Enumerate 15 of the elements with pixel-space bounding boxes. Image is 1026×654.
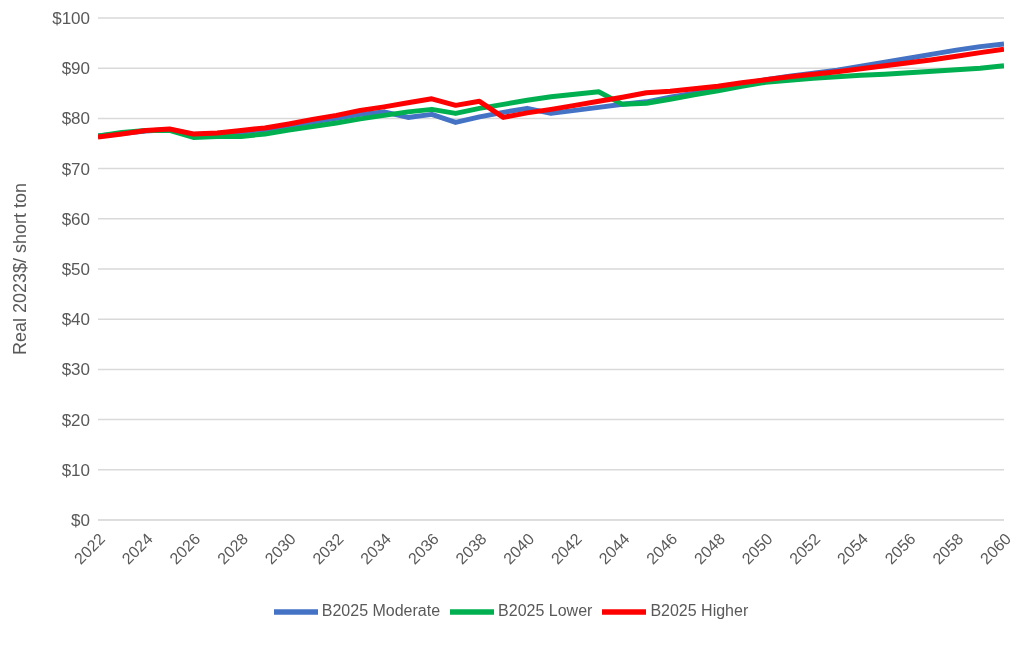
y-tick-label: $90 bbox=[61, 59, 90, 79]
legend-label: B2025 Moderate bbox=[321, 602, 441, 620]
y-tick-label: $80 bbox=[61, 109, 90, 129]
y-tick-label: $100 bbox=[52, 9, 90, 29]
legend-label: B2025 Higher bbox=[650, 602, 749, 620]
y-axis-title: Real 2023$/ short ton bbox=[10, 182, 31, 356]
y-tick-label: $30 bbox=[61, 360, 90, 380]
legend-label: B2025 Lower bbox=[498, 602, 593, 620]
y-tick-label: $10 bbox=[61, 460, 90, 480]
y-tick-label: $60 bbox=[61, 209, 90, 229]
y-tick-label: $20 bbox=[61, 410, 90, 430]
y-tick-label: $50 bbox=[61, 260, 90, 280]
y-tick-label: $40 bbox=[61, 310, 90, 330]
y-tick-label: $0 bbox=[71, 511, 90, 531]
y-tick-label: $70 bbox=[61, 159, 90, 179]
